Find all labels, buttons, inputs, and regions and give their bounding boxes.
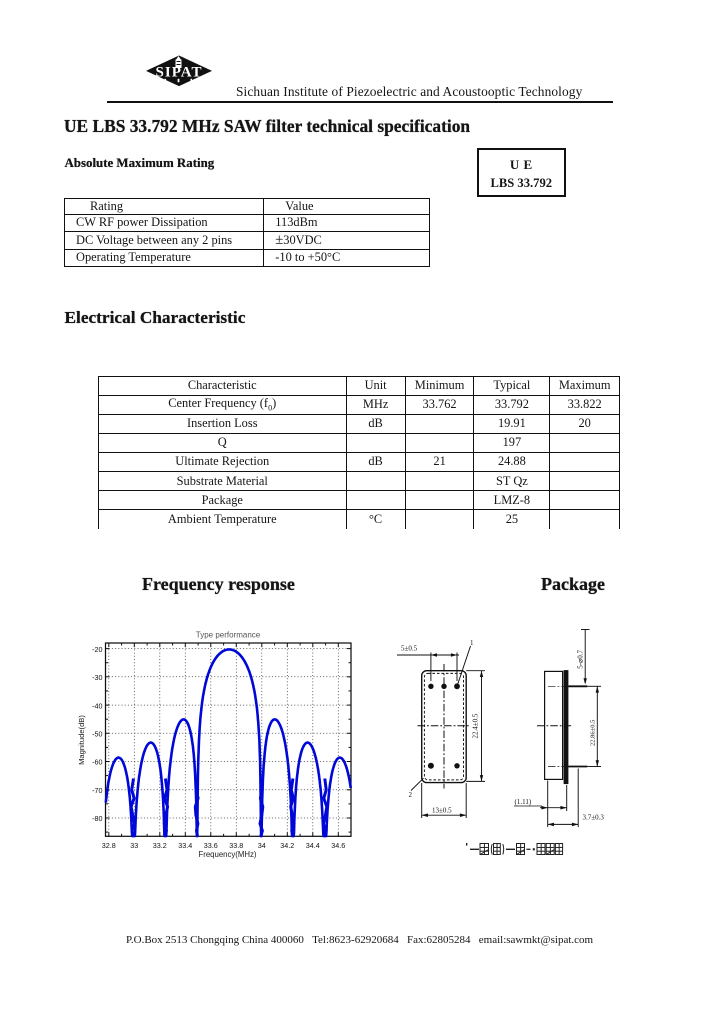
- svg-text:22.4±0.5: 22.4±0.5: [472, 713, 480, 738]
- svg-text:2: 2: [409, 791, 413, 799]
- svg-text:Type performance: Type performance: [196, 631, 261, 640]
- svg-text:Frequency(MHz): Frequency(MHz): [198, 850, 256, 859]
- svg-text:SIPAT: SIPAT: [156, 65, 203, 81]
- svg-text:34: 34: [258, 841, 266, 850]
- svg-text:33.8: 33.8: [229, 841, 243, 850]
- svg-text:-40: -40: [92, 701, 102, 710]
- svg-text:34.6: 34.6: [331, 841, 345, 850]
- svg-text:-80: -80: [92, 814, 102, 823]
- svg-text:Magnitude(dB): Magnitude(dB): [77, 715, 86, 765]
- svg-text:34.4: 34.4: [306, 841, 320, 850]
- svg-text:33.2: 33.2: [153, 841, 167, 850]
- svg-text:32.8: 32.8: [102, 841, 116, 850]
- svg-text:33: 33: [130, 841, 138, 850]
- svg-text:33.4: 33.4: [178, 841, 192, 850]
- svg-text:33.6: 33.6: [204, 841, 218, 850]
- svg-text:1: 1: [470, 639, 474, 647]
- svg-text:-30: -30: [92, 673, 102, 682]
- svg-text:5±0.5: 5±0.5: [401, 645, 418, 653]
- svg-text:-70: -70: [92, 786, 102, 795]
- svg-text:-20: -20: [92, 645, 102, 654]
- svg-text:22.86±0.5: 22.86±0.5: [589, 720, 596, 746]
- svg-text:-50: -50: [92, 730, 102, 739]
- svg-text:5-⌀0.7: 5-⌀0.7: [576, 650, 584, 669]
- svg-text:(1.11): (1.11): [515, 798, 532, 806]
- svg-text:3.7±0.3: 3.7±0.3: [583, 813, 605, 821]
- svg-text:-60: -60: [92, 758, 102, 767]
- svg-text:34.2: 34.2: [280, 841, 294, 850]
- svg-text:13±0.5: 13±0.5: [432, 807, 452, 815]
